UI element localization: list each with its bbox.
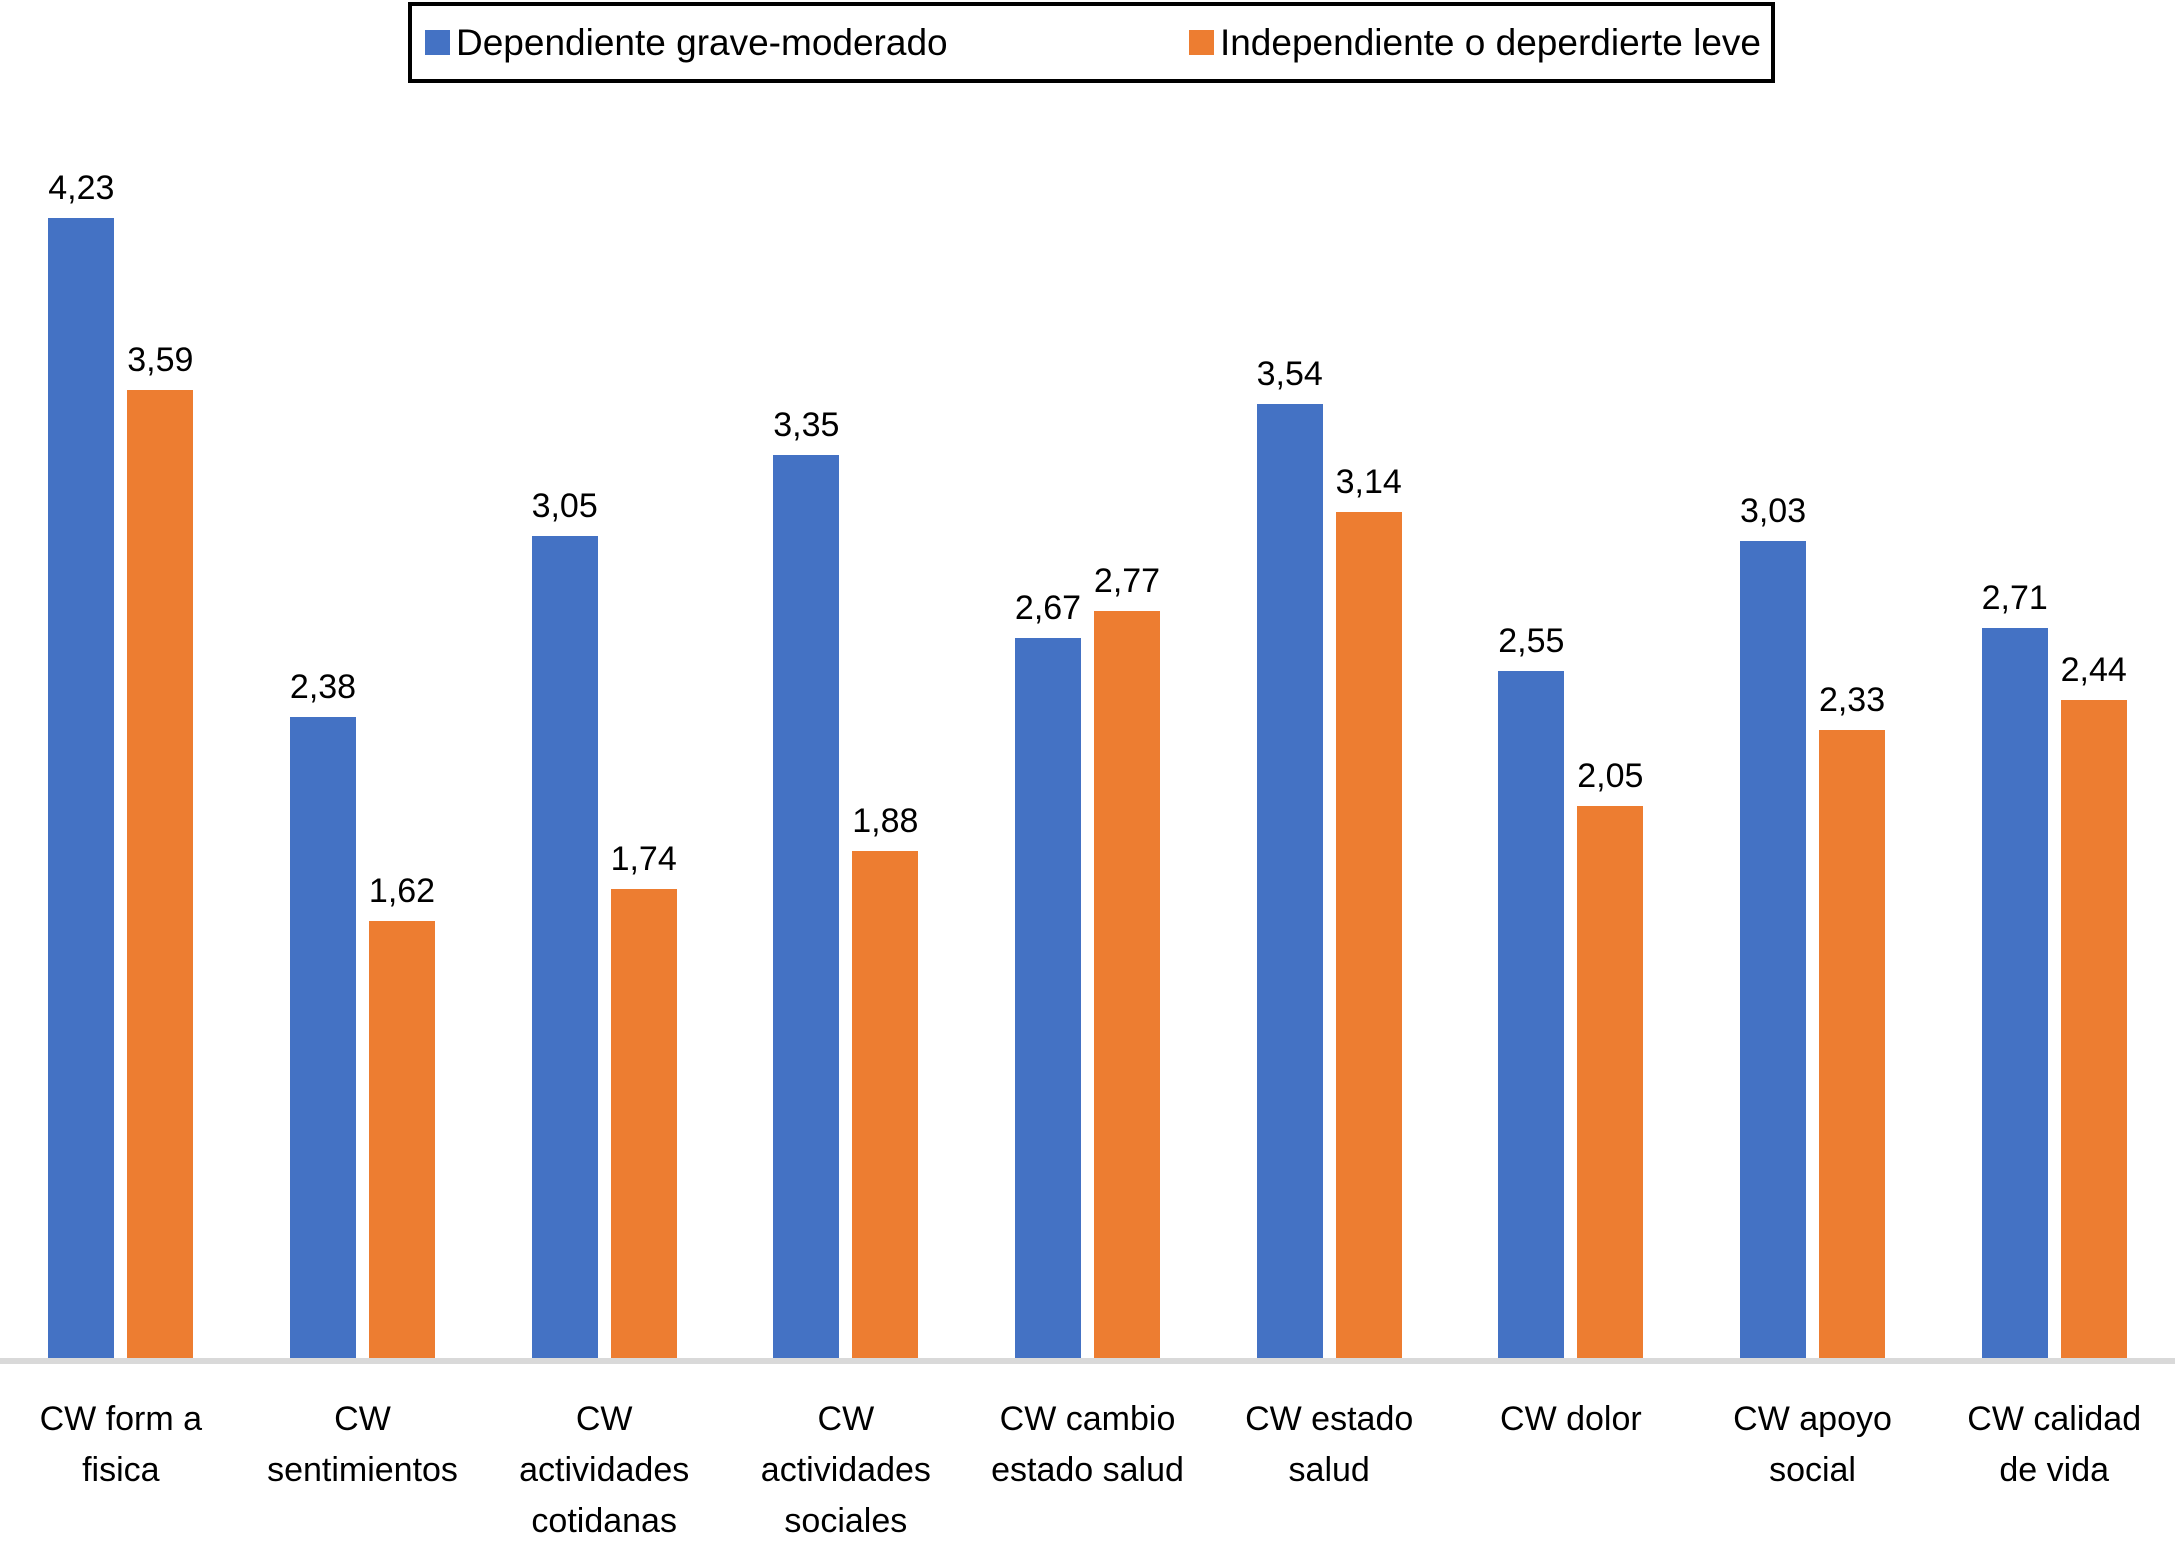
legend-item-dependiente: Dependiente grave-moderado <box>425 22 948 64</box>
bar-group: 3,54 3,14 <box>1208 0 1450 1358</box>
legend-swatch-orange-icon <box>1188 30 1214 55</box>
bar-value-label: 2,33 <box>1818 681 1886 719</box>
bar-independiente: 1,88 <box>852 804 918 1358</box>
bar-dependiente: 3,03 <box>1740 494 1806 1358</box>
bar-group: 2,38 1,62 <box>242 0 484 1358</box>
bar-value-label: 2,55 <box>1498 622 1565 660</box>
bar-dependiente: 4,23 <box>48 171 114 1358</box>
bar-value-label: 3,05 <box>531 487 598 525</box>
category-label: CW cambio estado salud <box>991 1400 1184 1489</box>
bar-independiente: 3,14 <box>1336 465 1402 1358</box>
legend-swatch-blue-icon <box>425 30 450 55</box>
category-label: CW estado salud <box>1245 1400 1414 1489</box>
bar-value-label: 4,23 <box>48 169 115 207</box>
legend-label-dependiente: Dependiente grave-moderado <box>456 21 948 63</box>
legend-label-independiente: Independiente o deperdierte leve <box>1219 21 1761 63</box>
bar-value-label: 2,44 <box>2060 651 2127 689</box>
bar-value-label: 2,77 <box>1093 562 1161 600</box>
bar-value-label: 2,38 <box>289 668 357 706</box>
category-axis: CW form a fisica CW sentimientos CW actividad… <box>0 1382 2175 1547</box>
bar-value-label: 3,03 <box>1739 492 1807 530</box>
bar-group: 3,03 2,33 <box>1692 0 1934 1358</box>
bar-value-label: 3,14 <box>1335 463 1402 501</box>
bar-group: 2,67 2,77 <box>967 0 1209 1358</box>
bar-dependiente: 2,71 <box>1982 581 2048 1358</box>
bar-value-label: 3,35 <box>773 406 840 444</box>
bar-value-label: 2,67 <box>1014 589 1082 627</box>
bar-independiente: 1,74 <box>611 842 677 1358</box>
category-label: CW actividades sociales <box>760 1400 931 1540</box>
bar-dependiente: 3,05 <box>532 489 598 1358</box>
category-label: CW actividades cotidanas <box>519 1400 690 1540</box>
bar-independiente: 2,44 <box>2061 653 2127 1358</box>
bar-value-label: 3,59 <box>127 341 194 379</box>
bar-dependiente: 2,55 <box>1498 624 1564 1358</box>
bar-group: 4,23 3,59 <box>0 0 242 1358</box>
bar-dependiente: 3,54 <box>1257 357 1323 1358</box>
category-label: CW form a fisica <box>39 1400 203 1489</box>
bar-group: 3,05 1,74 <box>483 0 725 1358</box>
bar-dependiente: 2,38 <box>290 670 356 1358</box>
bar-dependiente: 2,67 <box>1015 591 1081 1358</box>
bar-value-label: 1,88 <box>852 802 919 840</box>
legend: Dependiente grave-moderado Independiente… <box>408 2 1775 83</box>
category-label: CW dolor <box>1500 1400 1642 1438</box>
category-label: CW apoyo social <box>1733 1400 1892 1489</box>
bar-independiente: 2,77 <box>1094 564 1160 1358</box>
bar-independiente: 2,05 <box>1577 759 1643 1358</box>
bar-independiente: 1,62 <box>369 874 435 1358</box>
legend-item-independiente: Independiente o deperdierte leve <box>1188 21 1761 64</box>
bar-dependiente: 3,35 <box>773 408 839 1358</box>
bar-group: 3,35 1,88 <box>725 0 967 1358</box>
bar-value-label: 2,71 <box>1981 579 2048 617</box>
category-label: CW calidad de vida <box>1967 1400 2142 1489</box>
bar-value-label: 1,62 <box>368 872 436 910</box>
bar-independiente: 2,33 <box>1819 683 1885 1358</box>
bar-value-label: 2,05 <box>1577 757 1644 795</box>
bar-value-label: 1,74 <box>610 840 677 878</box>
bar-independiente: 3,59 <box>127 343 193 1358</box>
bar-group: 2,71 2,44 <box>1933 0 2175 1358</box>
plot-area: 4,23 3,59 2,38 1,62 3,05 1,74 3,35 1,88 2,67 2,77… <box>0 0 2175 1364</box>
category-label: CW sentimientos <box>267 1400 458 1489</box>
bar-group: 2,55 2,05 <box>1450 0 1692 1358</box>
bar-value-label: 3,54 <box>1256 355 1323 393</box>
